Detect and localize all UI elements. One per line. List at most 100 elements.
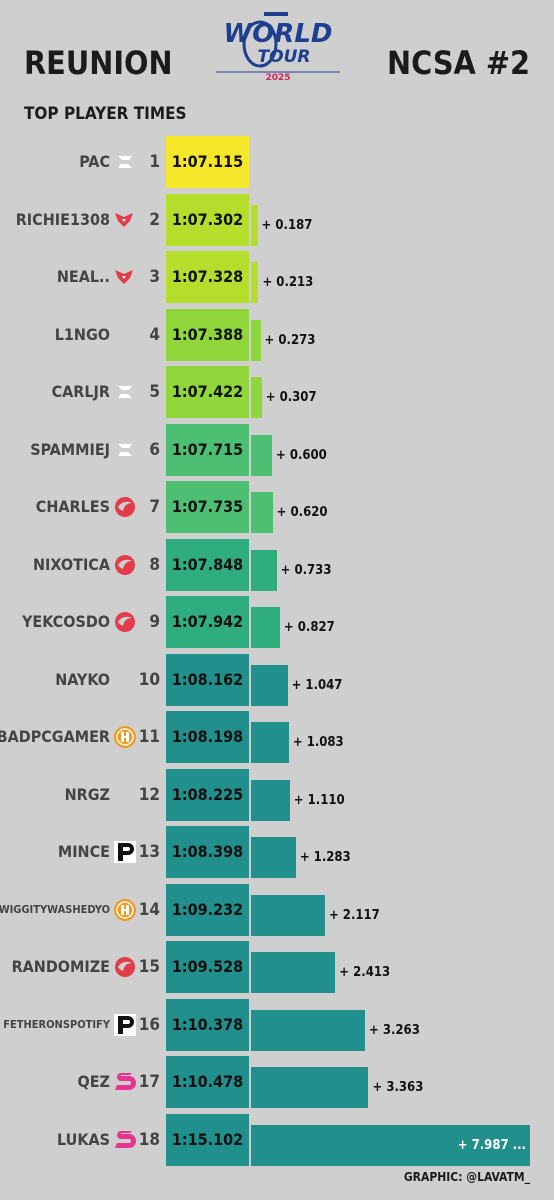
pink-s-icon — [112, 1069, 138, 1095]
player-rank: 11 — [138, 727, 160, 747]
player-rank: 14 — [138, 899, 160, 920]
gap-bar — [251, 492, 273, 533]
player-row: FETHERONSPOTIFY 16 1:10.378 + 3.263 — [0, 998, 554, 1051]
player-rank: 16 — [138, 1014, 160, 1035]
gap-bar — [251, 319, 261, 361]
player-rank: 1 — [149, 152, 160, 172]
lap-time-box: 1:09.528 — [166, 941, 249, 993]
gap-label: + 0.273 — [264, 332, 316, 348]
red-swoosh-icon — [112, 954, 138, 980]
player-row: LUKAS 18 1:15.102 + 7.987 ... — [0, 1113, 554, 1166]
player-rank: 12 — [138, 784, 160, 805]
gap-label: + 0.187 — [261, 217, 313, 233]
graphic-credit: GRAPHIC: @LAVATM_ — [403, 1170, 530, 1184]
player-name: ABADPCGAMER — [0, 727, 110, 746]
z-team-icon — [112, 379, 138, 405]
gap-bar — [251, 952, 336, 993]
player-row: CARLJR 5 1:07.422 + 0.307 — [0, 366, 554, 418]
player-rank: 7 — [149, 497, 160, 517]
player-row: NRGZ 12 1:08.225 + 1.110 — [0, 768, 554, 821]
gap-label: + 1.047 — [291, 677, 343, 693]
logo-loop — [242, 20, 278, 68]
gap-bar — [251, 664, 288, 706]
lap-time-box: 1:07.735 — [166, 481, 249, 533]
player-rank: 8 — [149, 554, 160, 575]
gap-bar — [251, 1067, 369, 1108]
player-name: LUKAS — [57, 1129, 110, 1149]
player-row: WIGGITYWASHEDYO 14 1:09.232 + 2.117 — [0, 883, 554, 936]
player-row: NEAL.. 3 1:07.328 + 0.213 — [0, 251, 554, 303]
player-row: CHARLES 7 1:07.735 + 0.620 — [0, 481, 554, 533]
red-fox-icon — [112, 207, 138, 233]
gap-label: + 1.083 — [292, 735, 344, 750]
lap-time-box: 1:07.388 — [166, 308, 249, 361]
lap-time-box: 1:08.162 — [166, 653, 249, 706]
pink-s-icon — [112, 1127, 138, 1153]
red-swoosh-icon — [112, 494, 138, 520]
logo-accent — [264, 12, 288, 16]
gap-label: + 2.117 — [328, 907, 380, 923]
lap-time-box: 1:07.715 — [166, 423, 249, 476]
player-name: NEAL.. — [56, 267, 110, 286]
player-row: NIXOTICA 8 1:07.848 + 0.733 — [0, 538, 554, 591]
player-rank: 4 — [149, 324, 160, 345]
player-name: MINCE — [57, 842, 110, 861]
gap-label: + 0.827 — [283, 620, 335, 635]
player-rank: 13 — [138, 842, 160, 862]
player-name: RICHIE1308 — [15, 209, 110, 229]
player-name: CHARLES — [35, 497, 110, 516]
gap-label: + 3.363 — [372, 1080, 424, 1095]
gap-bar — [251, 1009, 365, 1051]
player-name: NIXOTICA — [32, 554, 110, 574]
player-rank: 5 — [149, 382, 160, 402]
lap-time-box: 1:07.302 — [166, 193, 249, 246]
player-row: YEKCOSDO 9 1:07.942 + 0.827 — [0, 596, 554, 648]
player-row: SPAMMIEJ 6 1:07.715 + 0.600 — [0, 423, 554, 476]
player-rank: 18 — [138, 1129, 160, 1150]
player-row: PAC 1 1:07.115 — [0, 136, 554, 188]
gap-bar — [251, 549, 277, 591]
z-team-icon — [112, 437, 138, 463]
lap-time-box: 1:07.848 — [166, 538, 249, 591]
gap-label: + 0.620 — [276, 505, 328, 520]
lap-time-box: 1:08.225 — [166, 768, 249, 821]
gap-bar — [251, 377, 262, 418]
lap-time-box: 1:07.115 — [166, 136, 249, 188]
gap-bar — [251, 779, 290, 821]
world-tour-logo: WORLD TOUR 2025 — [216, 12, 340, 83]
player-rank: 6 — [149, 439, 160, 460]
player-name: L1NGO — [54, 324, 110, 344]
lap-time-box: 1:15.102 — [166, 1113, 249, 1166]
player-name: NRGZ — [64, 784, 110, 804]
player-name: FETHERONSPOTIFY — [3, 1017, 110, 1031]
gap-label: + 0.213 — [262, 275, 314, 290]
gap-label: + 1.110 — [293, 792, 345, 808]
player-rank: 3 — [149, 267, 160, 287]
player-name: SPAMMIEJ — [30, 439, 110, 459]
gap-label: + 1.283 — [299, 850, 351, 865]
gap-bar — [251, 262, 259, 303]
player-row: L1NGO 4 1:07.388 + 0.273 — [0, 308, 554, 361]
lap-time-box: 1:07.422 — [166, 366, 249, 418]
player-name: WIGGITYWASHEDYO — [0, 902, 110, 916]
player-row: RICHIE1308 2 1:07.302 + 0.187 — [0, 193, 554, 246]
orange-h-icon — [112, 897, 138, 923]
player-name: NAYKO — [55, 669, 110, 689]
lap-time-box: 1:10.478 — [166, 1056, 249, 1108]
gap-bar — [251, 607, 280, 648]
player-row: MINCE 13 1:08.398 + 1.283 — [0, 826, 554, 878]
gap-bar — [251, 894, 325, 936]
player-name: YEKCOSDO — [21, 612, 110, 631]
gap-bar — [251, 722, 289, 763]
gap-label: + 2.413 — [339, 965, 391, 980]
player-name: PAC — [79, 152, 110, 171]
lap-time-box: 1:09.232 — [166, 883, 249, 936]
gap-label: + 3.263 — [368, 1022, 420, 1038]
player-rank: 15 — [138, 957, 160, 977]
player-rank: 9 — [149, 612, 160, 632]
black-p-icon — [112, 1012, 138, 1038]
black-p-icon — [112, 839, 138, 865]
gap-label: + 0.600 — [275, 447, 327, 463]
player-row: ABADPCGAMER 11 1:08.198 + 1.083 — [0, 711, 554, 763]
orange-h-icon — [112, 724, 138, 750]
